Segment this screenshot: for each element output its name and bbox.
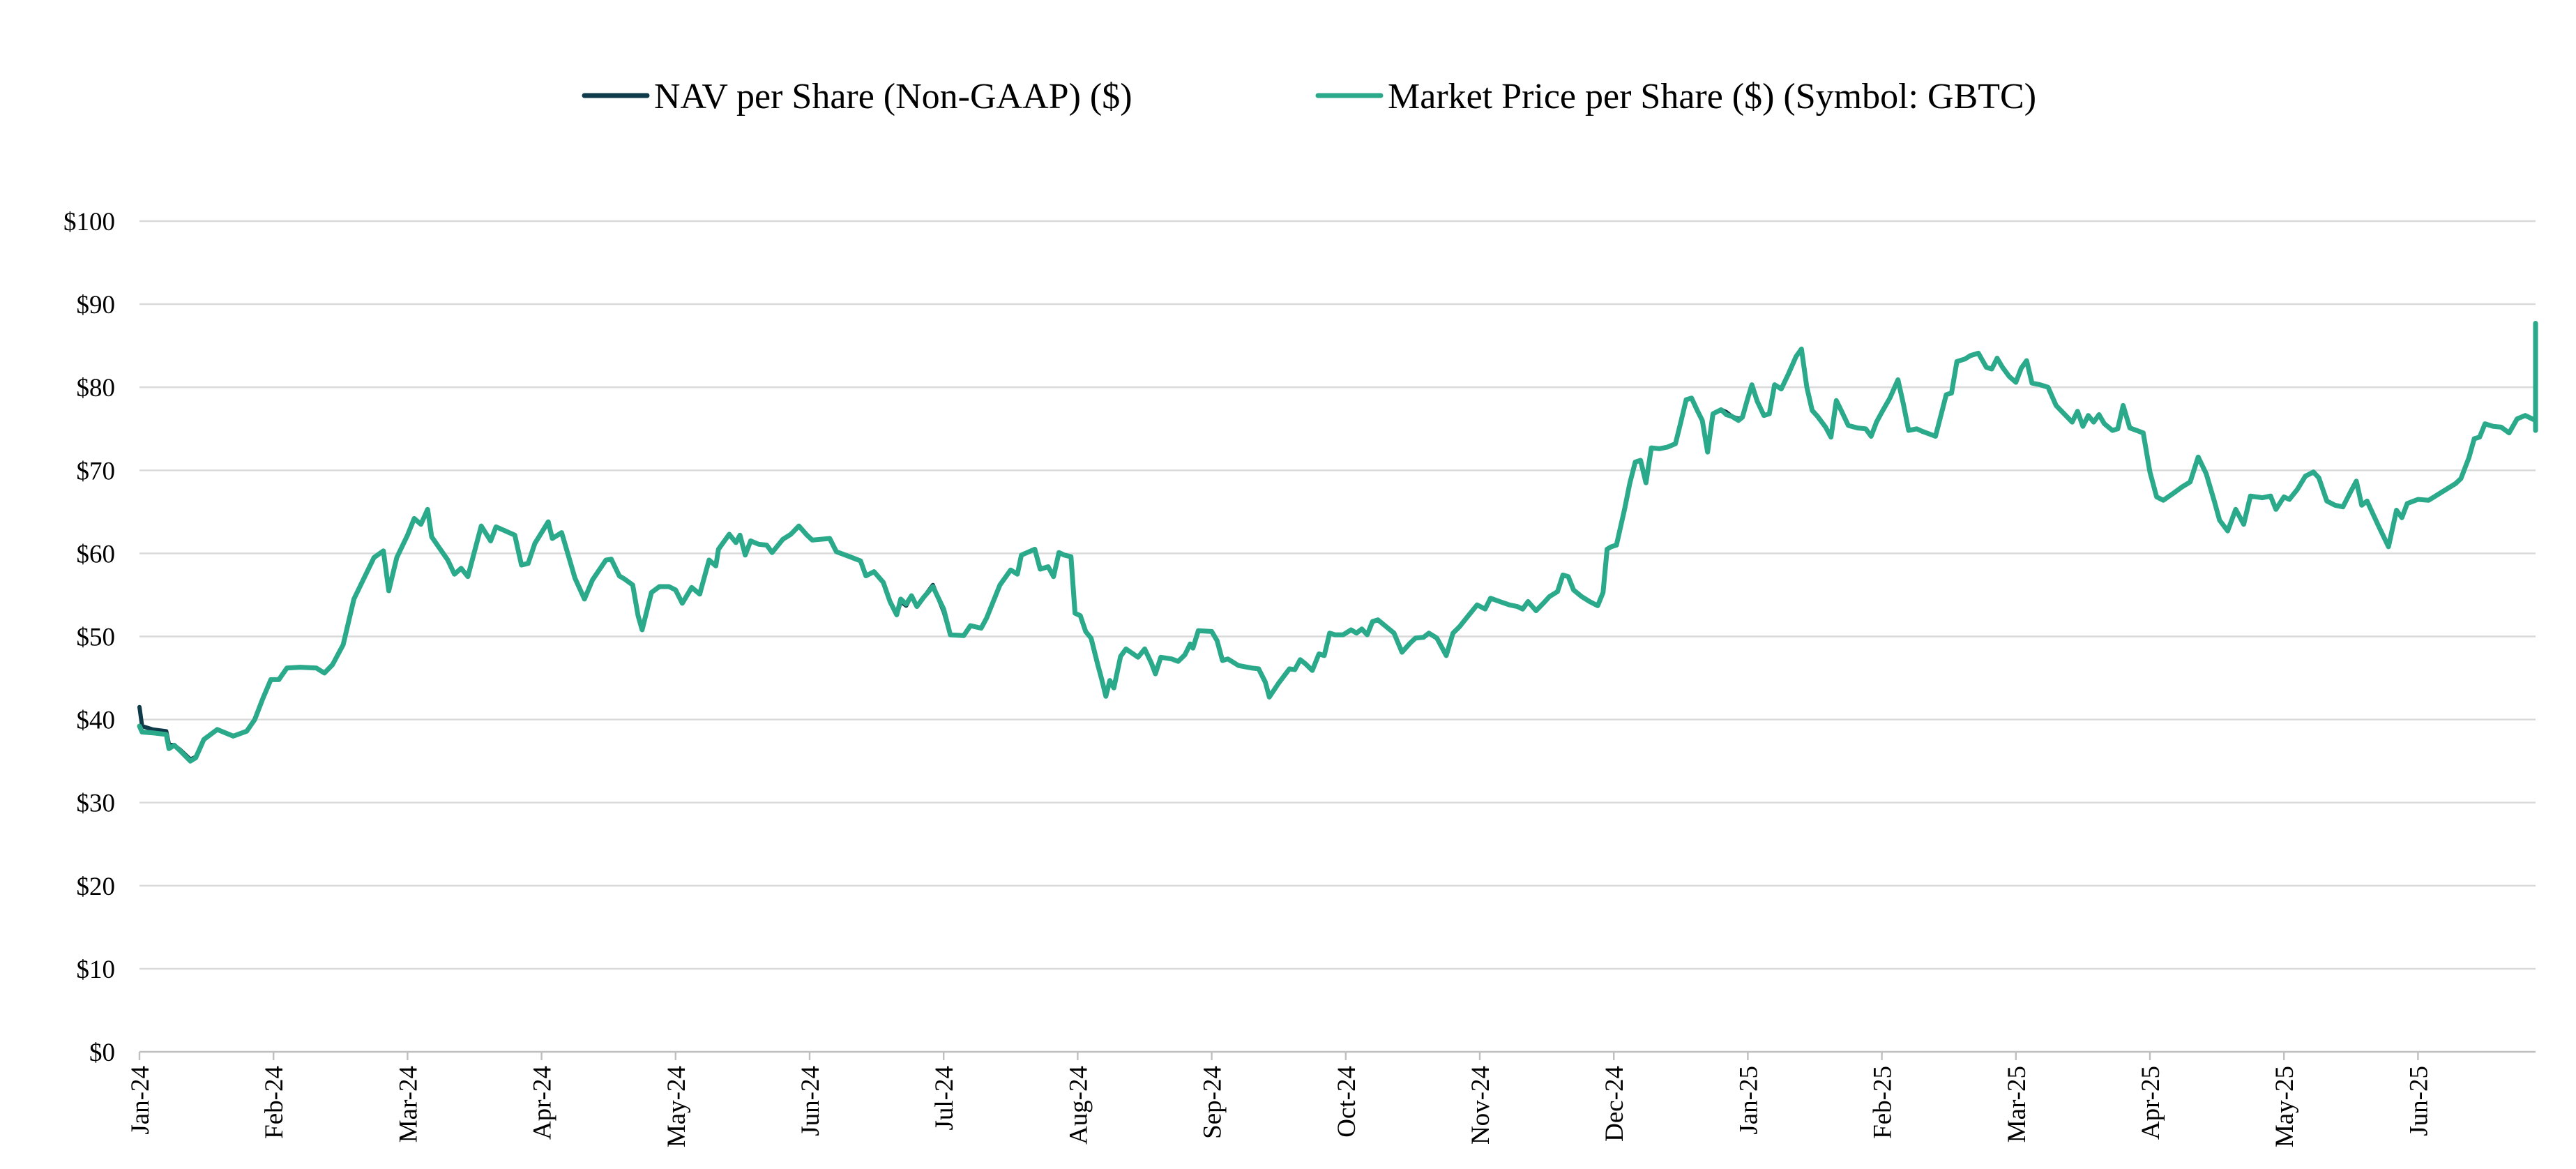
x-tick-label-apr-24: Apr-24 [529,1066,557,1140]
y-tick-label-60: $60 [77,540,116,568]
legend-label-nav: NAV per Share (Non-GAAP) ($) [654,77,1132,116]
y-tick-label-0: $0 [89,1039,115,1067]
series-lines [137,321,2538,764]
y-tick-label-80: $80 [77,374,116,402]
x-tick-label-oct-24: Oct-24 [1333,1066,1361,1138]
x-tick-label-nov-24: Nov-24 [1467,1066,1495,1145]
y-axis-tick-labels: $0 $10 $20 $30 $40 $50 $60 $70 $80 $90 $100 [63,208,115,1067]
y-tick-label-40: $40 [77,707,116,735]
gridlines [139,220,2536,970]
y-tick-label-100: $100 [63,208,115,236]
x-tick-label-jun-25: Jun-25 [2404,1066,2433,1136]
x-tick-label-feb-24: Feb-24 [260,1066,289,1139]
x-tick-label-jun-24: Jun-24 [796,1066,825,1136]
series-line-market-price [137,321,2538,764]
y-tick-label-90: $90 [77,291,116,319]
x-axis [138,1050,2536,1060]
x-tick-label-jul-24: Jul-24 [930,1066,959,1131]
x-tick-label-mar-25: Mar-25 [2003,1066,2031,1142]
x-tick-label-apr-25: Apr-25 [2137,1066,2165,1140]
legend-label-market-price: Market Price per Share ($) (Symbol: GBTC… [1388,77,2036,116]
x-tick-label-feb-25: Feb-25 [1869,1066,1897,1139]
x-axis-tick-labels: Jan-24 Feb-24 Mar-24 Apr-24 May-24 Jun-24 Jul-… [126,1066,2433,1147]
x-tick-label-may-24: May-24 [662,1066,691,1147]
x-tick-label-jan-25: Jan-25 [1734,1066,1763,1135]
y-tick-label-70: $70 [77,457,116,485]
x-tick-label-sep-24: Sep-24 [1199,1066,1227,1139]
y-tick-label-20: $20 [77,873,116,901]
series-line-nav [137,321,2538,762]
legend: NAV per Share (Non-GAAP) ($) Market Pric… [582,77,2036,116]
y-tick-label-50: $50 [77,624,116,652]
x-tick-label-dec-24: Dec-24 [1600,1066,1629,1142]
y-tick-label-30: $30 [77,790,116,818]
x-tick-label-aug-24: Aug-24 [1064,1066,1093,1145]
x-tick-label-mar-24: Mar-24 [394,1066,423,1142]
y-tick-label-10: $10 [77,956,116,984]
x-tick-label-jan-24: Jan-24 [126,1066,155,1135]
x-tick-label-may-25: May-25 [2271,1066,2299,1147]
